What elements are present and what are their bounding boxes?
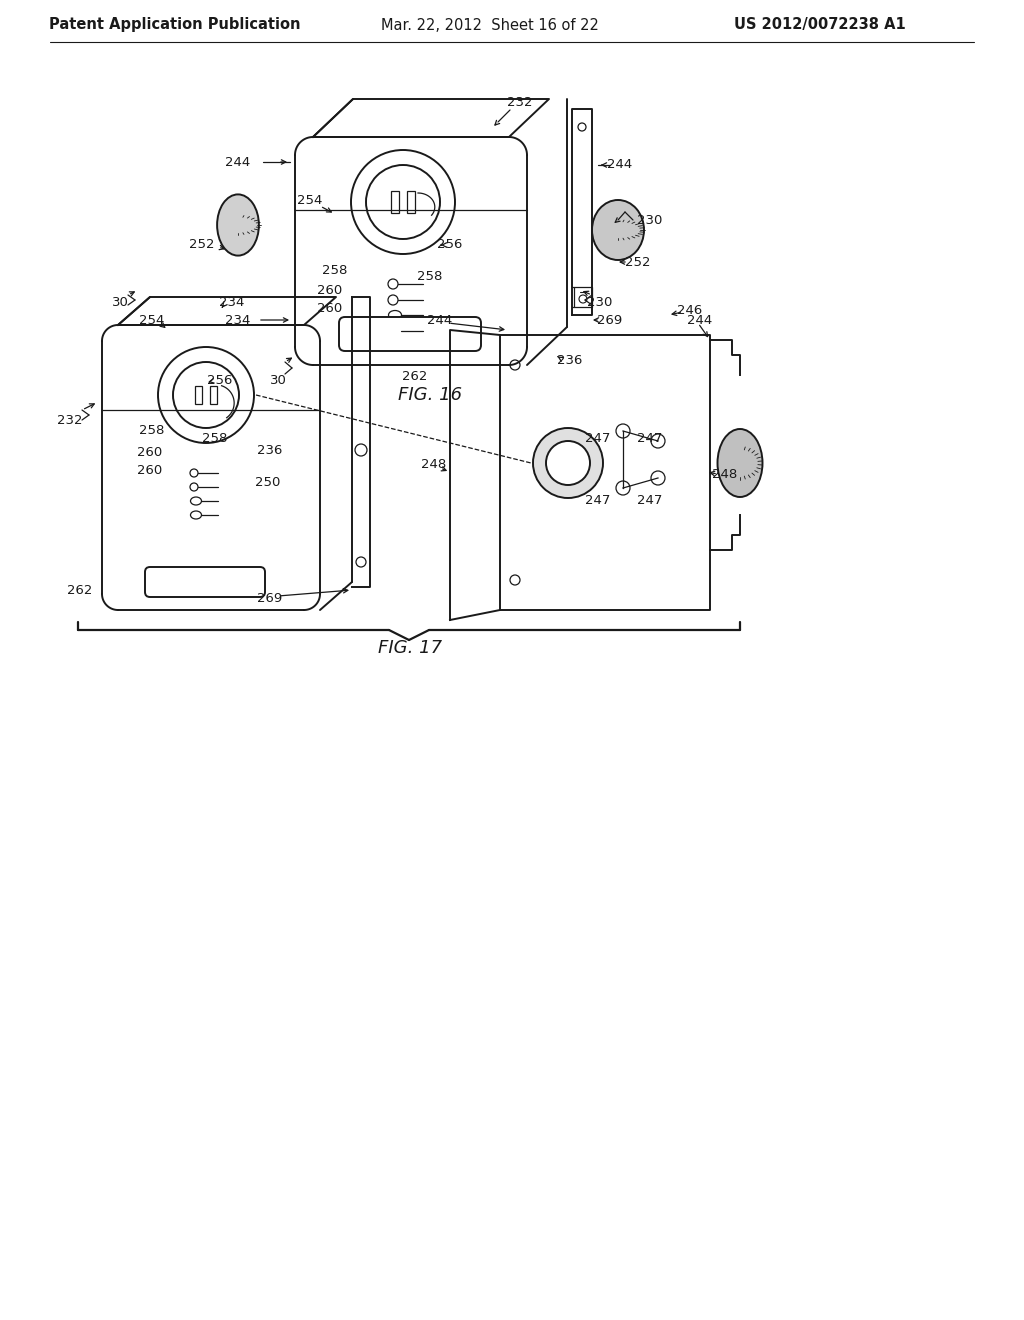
- Text: 232: 232: [507, 95, 532, 108]
- Text: 260: 260: [317, 301, 343, 314]
- Circle shape: [651, 434, 665, 447]
- FancyBboxPatch shape: [145, 568, 265, 597]
- Ellipse shape: [217, 194, 259, 256]
- Bar: [407, 191, 415, 213]
- Text: 236: 236: [557, 354, 583, 367]
- Circle shape: [651, 471, 665, 484]
- Bar: [574, 286, 592, 308]
- Bar: [210, 385, 217, 404]
- Text: FIG. 16: FIG. 16: [398, 385, 462, 404]
- Text: 258: 258: [139, 424, 165, 437]
- FancyBboxPatch shape: [339, 317, 481, 351]
- Text: 269: 269: [597, 314, 623, 326]
- Text: Mar. 22, 2012  Sheet 16 of 22: Mar. 22, 2012 Sheet 16 of 22: [381, 17, 599, 33]
- Text: US 2012/0072238 A1: US 2012/0072238 A1: [734, 17, 906, 33]
- Text: 247: 247: [637, 432, 663, 445]
- Text: 252: 252: [189, 239, 215, 252]
- Text: 236: 236: [257, 444, 283, 457]
- Circle shape: [616, 424, 630, 438]
- Text: 232: 232: [57, 413, 83, 426]
- Text: 30: 30: [112, 296, 128, 309]
- Text: 258: 258: [323, 264, 348, 276]
- Text: 256: 256: [207, 374, 232, 387]
- Circle shape: [546, 441, 590, 484]
- Text: 244: 244: [687, 314, 713, 326]
- Text: 258: 258: [418, 271, 442, 284]
- Text: 262: 262: [402, 370, 428, 383]
- Text: 247: 247: [586, 494, 610, 507]
- Text: 248: 248: [421, 458, 446, 471]
- Text: 254: 254: [139, 314, 165, 326]
- Text: 230: 230: [637, 214, 663, 227]
- Text: 244: 244: [427, 314, 453, 326]
- Text: 247: 247: [586, 432, 610, 445]
- Text: 252: 252: [626, 256, 650, 268]
- Text: 30: 30: [269, 374, 287, 387]
- Text: 244: 244: [225, 156, 251, 169]
- Text: 250: 250: [255, 475, 281, 488]
- Circle shape: [173, 362, 239, 428]
- Text: 260: 260: [137, 446, 163, 458]
- Bar: [195, 385, 202, 404]
- Text: 248: 248: [713, 469, 737, 482]
- Text: 244: 244: [607, 158, 633, 172]
- Text: 260: 260: [317, 284, 343, 297]
- Text: 234: 234: [225, 314, 251, 326]
- Text: 254: 254: [297, 194, 323, 206]
- Ellipse shape: [718, 429, 763, 498]
- Circle shape: [158, 347, 254, 444]
- Bar: [391, 191, 399, 213]
- Text: 258: 258: [203, 432, 227, 445]
- Circle shape: [534, 428, 603, 498]
- Text: 269: 269: [257, 591, 283, 605]
- Text: 256: 256: [437, 239, 463, 252]
- Text: 246: 246: [677, 304, 702, 317]
- Ellipse shape: [592, 201, 644, 260]
- Text: 260: 260: [137, 463, 163, 477]
- Text: 234: 234: [219, 296, 245, 309]
- Circle shape: [355, 444, 367, 455]
- Circle shape: [356, 557, 366, 568]
- Text: 247: 247: [637, 494, 663, 507]
- Text: FIG. 17: FIG. 17: [378, 639, 442, 657]
- Text: 262: 262: [68, 583, 93, 597]
- Text: 230: 230: [588, 296, 612, 309]
- Circle shape: [616, 480, 630, 495]
- Text: Patent Application Publication: Patent Application Publication: [49, 17, 301, 33]
